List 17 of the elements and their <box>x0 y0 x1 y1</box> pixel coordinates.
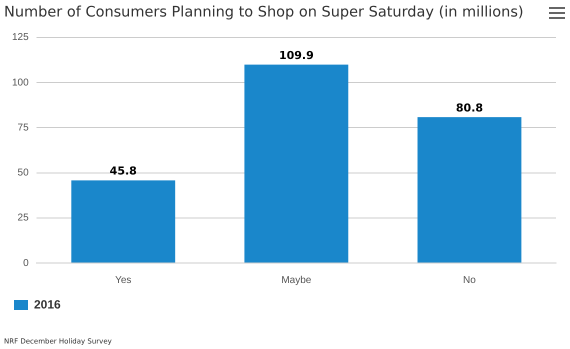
chart-title: Number of Consumers Planning to Shop on Super Saturday (in millions) <box>4 4 524 20</box>
x-tick-label: Yes <box>115 274 132 286</box>
bar <box>418 117 522 262</box>
bar <box>71 180 176 262</box>
bar <box>244 64 348 262</box>
data-label: 80.8 <box>456 102 484 115</box>
x-tick-label: No <box>463 274 476 286</box>
y-tick-label: 0 <box>23 258 30 269</box>
data-label: 109.9 <box>278 49 314 62</box>
y-tick-label: 25 <box>18 212 30 224</box>
y-tick-label: 125 <box>12 32 30 44</box>
data-label: 45.8 <box>110 164 137 178</box>
x-tick-label: Maybe <box>281 274 312 286</box>
y-tick-label: 50 <box>18 168 30 179</box>
y-tick-label: 75 <box>18 122 30 134</box>
legend-label: 2016 <box>34 297 62 312</box>
y-tick-label: 100 <box>12 77 30 88</box>
